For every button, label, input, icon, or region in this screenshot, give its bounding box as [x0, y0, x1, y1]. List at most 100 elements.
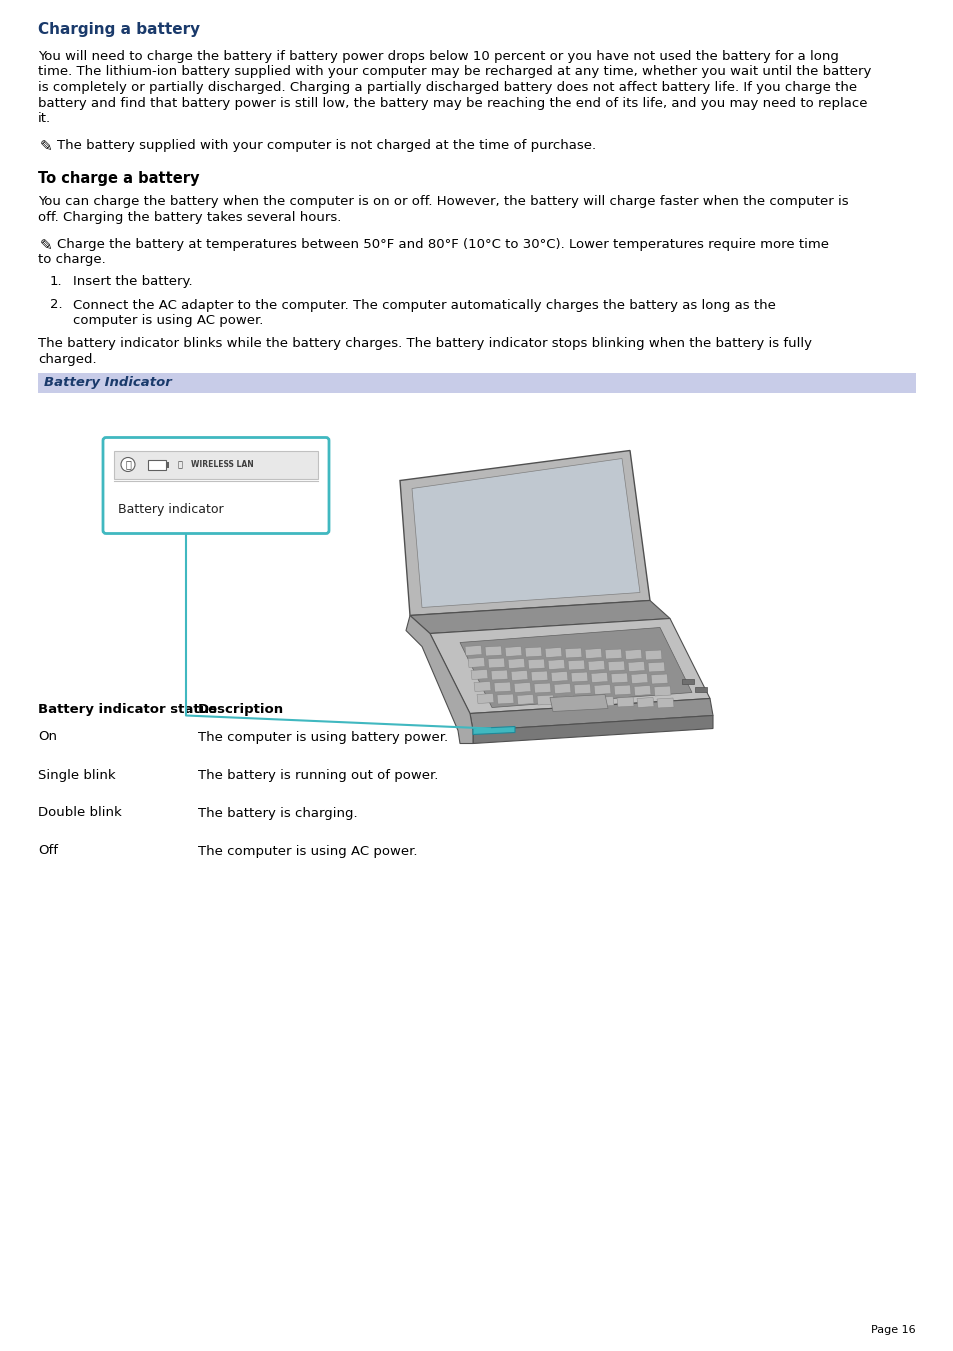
Polygon shape	[587, 661, 604, 670]
Text: is completely or partially discharged. Charging a partially discharged battery d: is completely or partially discharged. C…	[38, 81, 856, 95]
Polygon shape	[584, 648, 601, 658]
Text: The battery is charging.: The battery is charging.	[198, 807, 357, 820]
Polygon shape	[537, 694, 554, 705]
Polygon shape	[594, 685, 610, 694]
Text: Insert the battery.: Insert the battery.	[73, 276, 193, 288]
Bar	[681, 678, 693, 684]
Bar	[38, 373, 915, 393]
Polygon shape	[610, 673, 627, 684]
Polygon shape	[473, 727, 515, 735]
Text: charged.: charged.	[38, 353, 96, 366]
Text: Description: Description	[198, 703, 284, 716]
Text: You can charge the battery when the computer is on or off. However, the battery : You can charge the battery when the comp…	[38, 195, 848, 208]
Text: ✎: ✎	[40, 238, 52, 253]
Polygon shape	[491, 670, 507, 680]
Bar	[695, 686, 706, 692]
Polygon shape	[488, 658, 504, 667]
Text: computer is using AC power.: computer is using AC power.	[73, 313, 263, 327]
Polygon shape	[564, 648, 581, 658]
Polygon shape	[470, 698, 712, 731]
Polygon shape	[412, 458, 639, 608]
Text: ✎: ✎	[40, 139, 52, 154]
Bar	[113, 450, 317, 478]
Polygon shape	[644, 650, 661, 661]
Polygon shape	[544, 647, 561, 658]
Bar	[166, 462, 169, 467]
Polygon shape	[637, 697, 654, 708]
Polygon shape	[654, 686, 670, 696]
Text: 1.: 1.	[50, 276, 63, 288]
Polygon shape	[607, 661, 624, 671]
Text: Battery indicator: Battery indicator	[118, 503, 223, 516]
Polygon shape	[531, 671, 547, 681]
Text: WIRELESS LAN: WIRELESS LAN	[191, 459, 253, 469]
Polygon shape	[459, 627, 691, 708]
Polygon shape	[406, 616, 473, 743]
Text: The computer is using AC power.: The computer is using AC power.	[198, 844, 417, 858]
Text: to charge.: to charge.	[38, 254, 106, 266]
Polygon shape	[474, 681, 491, 692]
Polygon shape	[657, 698, 673, 708]
Text: The battery supplied with your computer is not charged at the time of purchase.: The battery supplied with your computer …	[57, 139, 596, 153]
Bar	[148, 459, 166, 470]
Polygon shape	[630, 674, 647, 684]
Polygon shape	[464, 646, 481, 655]
Text: 2.: 2.	[50, 299, 63, 312]
Polygon shape	[471, 670, 488, 680]
Text: Battery Indicator: Battery Indicator	[44, 376, 172, 389]
Text: The battery indicator blinks while the battery charges. The battery indicator st: The battery indicator blinks while the b…	[38, 338, 811, 350]
Polygon shape	[624, 650, 641, 659]
Text: Charging a battery: Charging a battery	[38, 22, 200, 36]
Polygon shape	[597, 697, 614, 707]
Polygon shape	[571, 671, 587, 682]
Polygon shape	[511, 670, 527, 681]
Polygon shape	[554, 684, 571, 693]
Text: off. Charging the battery takes several hours.: off. Charging the battery takes several …	[38, 211, 341, 223]
FancyBboxPatch shape	[103, 438, 329, 534]
Polygon shape	[517, 694, 534, 704]
Polygon shape	[527, 659, 544, 669]
Polygon shape	[468, 658, 484, 667]
Circle shape	[121, 458, 135, 471]
Polygon shape	[650, 674, 667, 684]
Text: Page 16: Page 16	[870, 1325, 915, 1335]
Polygon shape	[497, 694, 514, 704]
Polygon shape	[504, 647, 521, 657]
Polygon shape	[577, 696, 594, 707]
Text: Connect the AC adapter to the computer. The computer automatically charges the b: Connect the AC adapter to the computer. …	[73, 299, 775, 312]
Polygon shape	[476, 693, 494, 704]
Polygon shape	[574, 684, 590, 694]
Text: ⏻: ⏻	[125, 459, 131, 470]
Polygon shape	[494, 682, 511, 692]
Polygon shape	[590, 673, 607, 682]
Text: battery and find that battery power is still low, the battery may be reaching th: battery and find that battery power is s…	[38, 96, 866, 109]
Text: it.: it.	[38, 112, 51, 126]
Text: Battery indicator status: Battery indicator status	[38, 703, 216, 716]
Polygon shape	[430, 619, 709, 713]
Polygon shape	[647, 662, 664, 671]
Polygon shape	[514, 682, 531, 693]
Polygon shape	[524, 647, 541, 657]
Text: Off: Off	[38, 844, 58, 858]
Text: Double blink: Double blink	[38, 807, 122, 820]
Polygon shape	[627, 662, 644, 671]
Polygon shape	[557, 696, 574, 705]
Polygon shape	[410, 600, 669, 634]
Text: Charge the battery at temperatures between 50°F and 80°F (10°C to 30°C). Lower t: Charge the battery at temperatures betwe…	[57, 238, 828, 251]
Text: The battery is running out of power.: The battery is running out of power.	[198, 769, 438, 781]
Polygon shape	[473, 716, 712, 743]
Polygon shape	[507, 658, 524, 669]
Text: The computer is using battery power.: The computer is using battery power.	[198, 731, 448, 743]
Text: Single blink: Single blink	[38, 769, 115, 781]
Polygon shape	[567, 661, 584, 670]
Polygon shape	[617, 697, 634, 707]
Polygon shape	[484, 646, 501, 657]
Polygon shape	[634, 685, 650, 696]
Polygon shape	[547, 659, 564, 670]
Text: To charge a battery: To charge a battery	[38, 172, 199, 186]
Text: time. The lithium-ion battery supplied with your computer may be recharged at an: time. The lithium-ion battery supplied w…	[38, 65, 870, 78]
Text: 🔒: 🔒	[178, 459, 183, 469]
Polygon shape	[399, 450, 649, 616]
Polygon shape	[551, 671, 567, 681]
Polygon shape	[614, 685, 630, 694]
